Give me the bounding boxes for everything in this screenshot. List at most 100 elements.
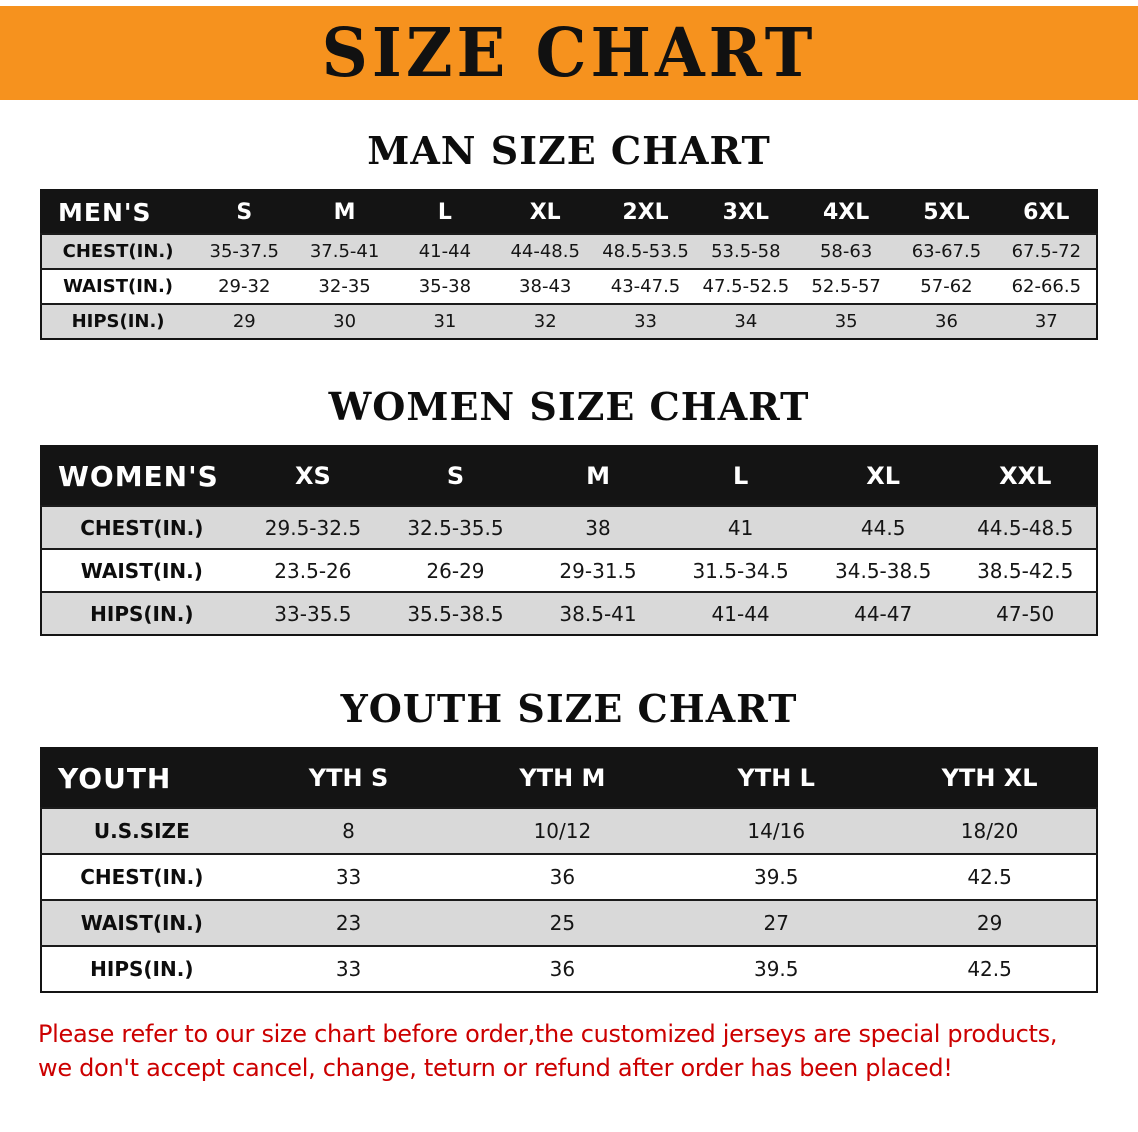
- header-row: YOUTH YTH S YTH M YTH L YTH XL: [41, 748, 1097, 808]
- column-header: XL: [529, 199, 561, 225]
- table-body: U.S.SIZE 8 10/12 14/16 18/20 CHEST(IN.) 33 36 39…: [41, 808, 1097, 992]
- value-cell: 31: [433, 311, 457, 332]
- value-cell: 53.5-58: [711, 241, 781, 262]
- row-label: CHEST(IN.): [62, 241, 174, 262]
- column-header: S: [236, 199, 253, 225]
- value-cell: 47.5-52.5: [702, 276, 790, 297]
- table-body: CHEST(IN.) 29.5-32.5 32.5-35.5 38 41 44.5 44.5…: [41, 506, 1097, 635]
- row-label: HIPS(IN.): [71, 311, 165, 332]
- column-header: M: [586, 462, 610, 490]
- value-cell: 48.5-53.5: [602, 241, 689, 262]
- section-heading: YOUTH SIZE CHART: [340, 686, 798, 731]
- section-heading: WOMEN SIZE CHART: [328, 384, 810, 429]
- value-cell: 36: [935, 311, 958, 332]
- table-row: WAIST(IN.) 29-32 32-35 35-38 38-43 43-47.5 47.…: [41, 269, 1097, 304]
- value-cell: 41: [727, 515, 754, 540]
- size-table: MEN'S S M L XL 2XL 3XL 4XL 5XL 6XL CHEST(IN.) 35-37…: [40, 189, 1098, 340]
- value-cell: 32.5-35.5: [407, 515, 504, 540]
- header-row: WOMEN'S XS S M L XL XXL: [41, 446, 1097, 506]
- value-cell: 29: [976, 911, 1003, 935]
- table-row: WAIST(IN.) 23 25 27 29: [41, 900, 1097, 946]
- value-cell: 38.5-42.5: [977, 558, 1074, 583]
- value-cell: 36: [549, 865, 576, 889]
- value-cell: 31.5-34.5: [692, 558, 789, 583]
- table-row: HIPS(IN.) 33-35.5 35.5-38.5 38.5-41 41-44 44-…: [41, 592, 1097, 635]
- value-cell: 32-35: [318, 276, 371, 297]
- value-cell: 34: [734, 311, 758, 332]
- size-chart-sections: MAN SIZE CHART MEN'S S M L XL 2XL 3XL 4XL 5XL 6XL C…: [0, 128, 1138, 993]
- table-row: HIPS(IN.) 29 30 31 32 33 34 35 36 37: [41, 304, 1097, 339]
- column-header: 5XL: [923, 199, 970, 225]
- section-heading: MAN SIZE CHART: [367, 128, 771, 173]
- value-cell: 18/20: [960, 819, 1019, 843]
- row-label: HIPS(IN.): [90, 601, 194, 626]
- value-cell: 44-47: [854, 601, 913, 626]
- table-corner-label: WOMEN'S: [58, 459, 219, 493]
- value-cell: 57-62: [920, 276, 973, 297]
- value-cell: 35.5-38.5: [407, 601, 504, 626]
- value-cell: 39.5: [753, 865, 799, 889]
- column-header: 3XL: [722, 199, 769, 225]
- value-cell: 30: [333, 311, 357, 332]
- value-cell: 35-38: [418, 276, 472, 297]
- size-table: WOMEN'S XS S M L XL XXL CHEST(IN.) 29.5-32.5 32.5…: [40, 445, 1098, 636]
- value-cell: 36: [549, 957, 576, 981]
- value-cell: 47-50: [996, 601, 1055, 626]
- column-header: YTH L: [737, 764, 815, 792]
- value-cell: 29: [232, 311, 256, 332]
- value-cell: 67.5-72: [1011, 241, 1082, 262]
- row-label: HIPS(IN.): [90, 957, 194, 981]
- value-cell: 58-63: [819, 241, 873, 262]
- value-cell: 44.5: [860, 515, 906, 540]
- value-cell: 37.5-41: [309, 241, 380, 262]
- table-row: HIPS(IN.) 33 36 39.5 42.5: [41, 946, 1097, 992]
- table-row: CHEST(IN.) 33 36 39.5 42.5: [41, 854, 1097, 900]
- table-head: WOMEN'S XS S M L XL XXL: [41, 446, 1097, 506]
- footer-note-line-2: we don't accept cancel, change, teturn o…: [38, 1054, 953, 1083]
- value-cell: 62-66.5: [1011, 276, 1082, 297]
- table-head: MEN'S S M L XL 2XL 3XL 4XL 5XL 6XL: [41, 190, 1097, 234]
- value-cell: 39.5: [753, 957, 799, 981]
- value-cell: 29-32: [218, 276, 271, 297]
- value-cell: 33-35.5: [274, 601, 352, 626]
- value-cell: 23: [335, 911, 362, 935]
- table-row: CHEST(IN.) 35-37.5 37.5-41 41-44 44-48.5 48.5…: [41, 234, 1097, 269]
- value-cell: 25: [549, 911, 576, 935]
- size-chart-section: YOUTH SIZE CHART YOUTH YTH S YTH M YTH L YTH …: [0, 686, 1138, 993]
- size-chart-banner: SIZE CHART: [0, 6, 1138, 100]
- row-label: WAIST(IN.): [80, 558, 203, 583]
- column-header: XXL: [999, 462, 1052, 490]
- value-cell: 23.5-26: [274, 558, 352, 583]
- table-body: CHEST(IN.) 35-37.5 37.5-41 41-44 44-48.5 48.5…: [41, 234, 1097, 339]
- value-cell: 42.5: [967, 957, 1012, 981]
- size-table: YOUTH YTH S YTH M YTH L YTH XL U.S.SIZE 8 10/12…: [40, 747, 1098, 993]
- value-cell: 44-48.5: [510, 241, 580, 262]
- footer-note-line-1: Please refer to our size chart before or…: [38, 1020, 1058, 1048]
- size-chart-section: MAN SIZE CHART MEN'S S M L XL 2XL 3XL 4XL 5XL 6XL C…: [0, 128, 1138, 340]
- column-header: 2XL: [622, 199, 669, 225]
- column-header: YTH M: [519, 764, 606, 792]
- row-label: CHEST(IN.): [80, 865, 204, 889]
- table-corner-label: MEN'S: [58, 197, 152, 227]
- value-cell: 33: [335, 957, 362, 981]
- value-cell: 35-37.5: [209, 241, 279, 262]
- table-row: CHEST(IN.) 29.5-32.5 32.5-35.5 38 41 44.5 44.5…: [41, 506, 1097, 549]
- value-cell: 38: [585, 515, 611, 540]
- footer-note: Please refer to our size chart before or…: [38, 1017, 1138, 1085]
- value-cell: 33: [634, 311, 657, 332]
- table-row: WAIST(IN.) 23.5-26 26-29 29-31.5 31.5-34.5 34…: [41, 549, 1097, 592]
- header-row: MEN'S S M L XL 2XL 3XL 4XL 5XL 6XL: [41, 190, 1097, 234]
- value-cell: 63-67.5: [911, 241, 982, 262]
- column-header: XL: [866, 462, 901, 490]
- value-cell: 43-47.5: [610, 276, 681, 297]
- value-cell: 37: [1034, 311, 1058, 332]
- column-header: L: [732, 462, 749, 490]
- value-cell: 26-29: [426, 558, 485, 583]
- value-cell: 32: [533, 311, 557, 332]
- column-header: XS: [295, 462, 331, 490]
- value-cell: 29.5-32.5: [264, 515, 362, 540]
- column-header: YTH S: [308, 764, 389, 792]
- size-chart-section: WOMEN SIZE CHART WOMEN'S XS S M L XL XXL CHEST(I…: [0, 384, 1138, 636]
- value-cell: 33: [335, 865, 362, 889]
